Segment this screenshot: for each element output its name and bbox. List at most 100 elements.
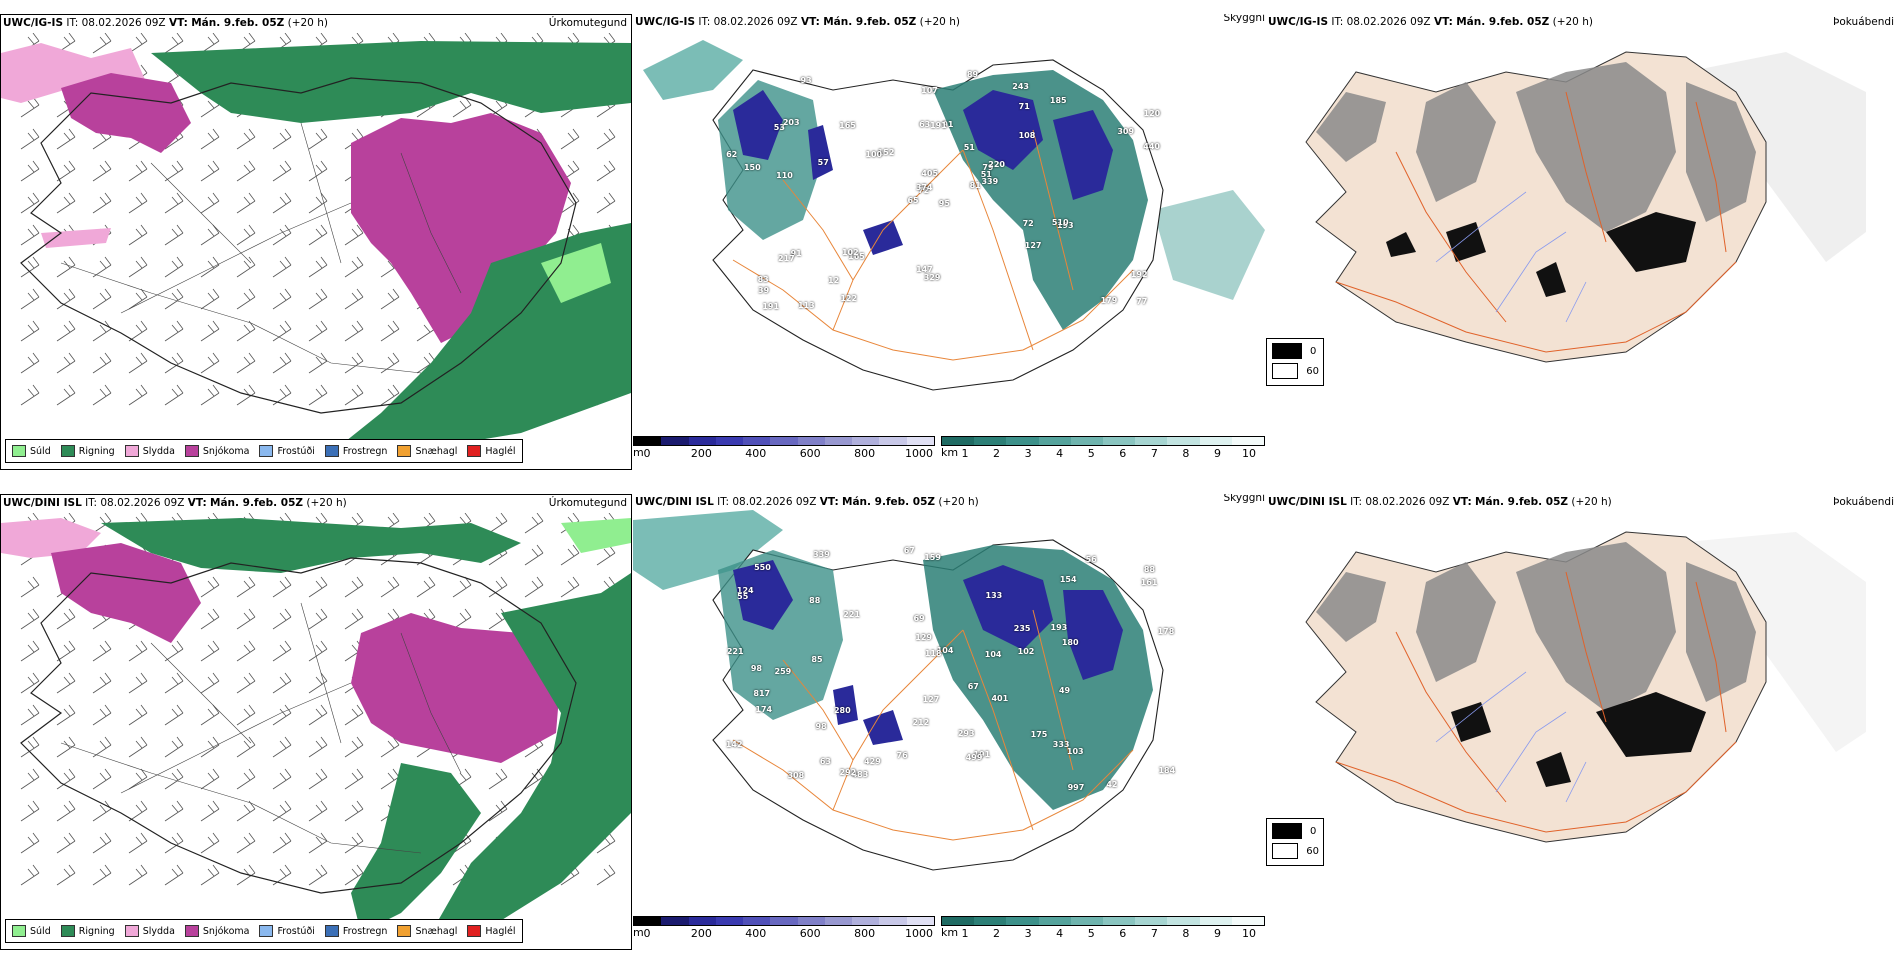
fog-legend-item: 0 — [1267, 339, 1323, 359]
vt-label: VT: — [1433, 16, 1453, 28]
wind-barb — [308, 672, 328, 694]
wind-barb — [236, 768, 256, 790]
it-label: IT: — [1350, 496, 1363, 508]
fog-legend-swatch — [1272, 823, 1302, 839]
panel-title: Skyggni — [1223, 14, 1266, 24]
legend-item: Snæhagl — [397, 925, 457, 937]
forecast-row-igis: UWC/IG-IS IT: 08.02.2026 09Z VT: Mán. 9.… — [0, 14, 1900, 484]
elevation-label: 178 — [1157, 626, 1175, 636]
colorbar-cell — [1070, 437, 1104, 445]
snow-area-nw — [61, 73, 191, 153]
elevation-label: 339 — [813, 550, 830, 560]
wind-barb — [272, 288, 292, 310]
wind-barb — [200, 800, 220, 822]
elevation-label: 65 — [907, 196, 919, 206]
colorbar-cell — [770, 437, 798, 445]
roads — [60, 602, 462, 854]
teal-fog-area — [1153, 190, 1265, 300]
vt-value: Mán. 9.feb. 05Z — [1475, 496, 1569, 508]
legend-item: Frostregn — [324, 925, 387, 937]
wind-barb — [56, 288, 76, 310]
wind-barb — [128, 640, 148, 662]
legend-swatch — [259, 925, 274, 937]
wind-barb — [272, 384, 292, 406]
colorbar-tick: 200 — [690, 927, 712, 940]
legend-swatch — [397, 445, 412, 457]
wind-barb — [20, 128, 40, 150]
wind-barb — [308, 864, 328, 886]
lead-time: (+20 h) — [938, 496, 979, 508]
elevation-label: 193 — [1056, 220, 1074, 230]
elevation-label: 221 — [726, 646, 744, 656]
elevation-label: 63 — [819, 756, 831, 766]
panel-header: UWC/IG-IS IT: 08.02.2026 09Z VT: Mán. 9.… — [1268, 16, 1593, 28]
legend-item: Frostúði — [259, 445, 315, 457]
elevation-label: 243 — [1012, 82, 1029, 92]
wind-barb — [308, 832, 328, 854]
wind-barb — [164, 640, 184, 662]
elevation-label: 129 — [915, 633, 932, 643]
legend-swatch — [124, 925, 139, 937]
legend-label: Haglél — [485, 925, 516, 937]
wind-barb — [20, 800, 40, 822]
panel-title: Úrkomutegund — [548, 17, 627, 29]
wind-barb — [92, 864, 112, 886]
roads — [1335, 571, 1737, 833]
elevation-label: 107 — [921, 85, 938, 95]
colorbar-tick: 0 — [643, 927, 651, 940]
vt-label: VT: — [168, 17, 188, 29]
legend-label: Súld — [30, 445, 51, 457]
wind-barb — [128, 224, 148, 246]
legend-swatch — [184, 445, 199, 457]
elevation-colorbar — [633, 436, 935, 446]
model-name: UWC/DINI ISL — [635, 496, 714, 508]
legend-swatch — [324, 445, 339, 457]
precip-map — [1, 513, 631, 933]
wind-barb — [200, 864, 220, 886]
colorbar-cell — [715, 917, 744, 925]
wind-barb — [344, 288, 364, 310]
colorbar-tick: 7 — [1150, 447, 1158, 460]
wind-barb — [344, 832, 364, 854]
visibility-colorbar — [941, 436, 1265, 446]
wind-barb — [92, 160, 112, 182]
wind-barb — [488, 576, 508, 598]
colorbar-tick: 3 — [1024, 927, 1032, 940]
vt-value: Mán. 9.feb. 05Z — [823, 16, 917, 28]
colorbar-tick: 200 — [690, 447, 712, 460]
wind-barb — [236, 704, 256, 726]
wind-barb — [236, 608, 256, 630]
panel-title: Úrkomutegund — [548, 497, 627, 509]
wind-barb — [128, 672, 148, 694]
it-value: 08.02.2026 09Z — [713, 16, 798, 28]
colorbar-tick: 6 — [1119, 927, 1127, 940]
elevation-label: 510 — [1051, 217, 1069, 227]
wind-barb — [308, 736, 328, 758]
panel-header: UWC/DINI ISL IT: 08.02.2026 09Z VT: Mán.… — [1268, 496, 1612, 508]
wind-barb — [128, 288, 148, 310]
wind-barb — [524, 544, 544, 566]
elevation-label: 100 — [865, 149, 883, 159]
colorbar-tick: 4 — [1056, 447, 1064, 460]
elevation-label: 259 — [774, 667, 792, 677]
elevation-label: 102 — [841, 247, 859, 257]
wind-barb — [560, 544, 580, 566]
wind-barb — [272, 576, 292, 598]
elevation-scale: 0 200 400 600 800 1000 m — [633, 916, 935, 940]
wind-barb — [380, 736, 400, 758]
wind-barb — [56, 608, 76, 630]
legend-label: Snæhagl — [415, 925, 458, 937]
colorbar-cell — [1038, 437, 1071, 445]
wind-barb — [380, 320, 400, 342]
elevation-label: 113 — [797, 300, 815, 310]
elevation-label: 154 — [1059, 575, 1077, 585]
elevation-label: 165 — [848, 251, 865, 261]
colorbar-cell — [1231, 437, 1265, 445]
elevation-label: 95 — [938, 198, 950, 208]
wind-barb — [308, 256, 328, 278]
fog-grey-area — [1316, 542, 1756, 712]
elevation-label: 220 — [988, 160, 1005, 170]
wind-barb — [308, 352, 328, 374]
elevation-label: 293 — [957, 729, 975, 739]
colorbar-tick: 400 — [745, 447, 767, 460]
